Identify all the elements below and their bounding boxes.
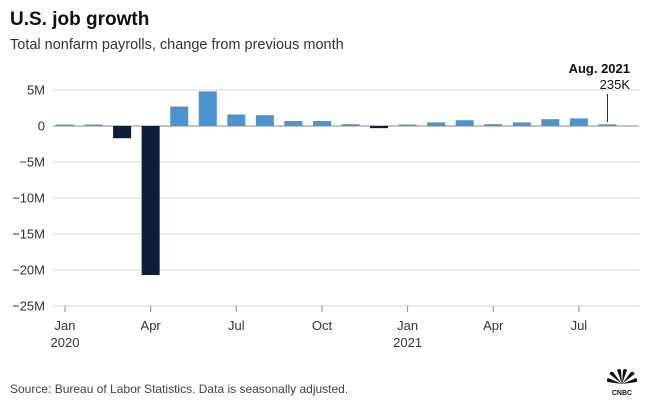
- bar: [312, 120, 331, 126]
- bar: [84, 124, 103, 126]
- x-tick-label: Oct: [312, 318, 333, 333]
- x-tick-year-label: 2021: [393, 335, 422, 350]
- x-tick-label: Jan: [55, 318, 76, 333]
- bar: [141, 126, 160, 276]
- bar: [398, 124, 417, 126]
- bar: [512, 122, 531, 126]
- bar: [227, 114, 246, 126]
- source-note: Source: Bureau of Labor Statistics. Data…: [10, 382, 349, 396]
- chart-title: U.S. job growth: [10, 9, 150, 30]
- bar: [455, 120, 474, 126]
- bar-chart: 5M 0 −5M −10M −15M −20M −25M Jan 2020 Apr Jul Oct Ja…: [12, 61, 639, 350]
- y-tick-label: −25M: [12, 299, 45, 314]
- x-tick-label: Jul: [228, 318, 245, 333]
- bar: [198, 91, 217, 126]
- y-tick-label: −5M: [19, 155, 45, 170]
- y-tick-label: −20M: [12, 263, 45, 278]
- bar: [484, 124, 503, 126]
- x-tick-label: Apr: [483, 318, 504, 333]
- chart-subtitle: Total nonfarm payrolls, change from prev…: [10, 37, 344, 53]
- bar: [284, 120, 303, 126]
- annotation-label: Aug. 2021: [569, 61, 630, 76]
- y-tick-label: −10M: [12, 191, 45, 206]
- y-tick-label: −15M: [12, 227, 45, 242]
- bar: [541, 119, 560, 126]
- bar: [569, 118, 588, 126]
- y-tick-label: 0: [38, 119, 45, 134]
- y-tick-label: 5M: [27, 83, 45, 98]
- svg-text:CNBC: CNBC: [612, 390, 632, 397]
- bar: [113, 126, 132, 139]
- bar: [598, 124, 617, 126]
- bar: [255, 115, 274, 126]
- x-tick-year-label: 2020: [51, 335, 80, 350]
- cnbc-logo: CNBC: [606, 369, 638, 397]
- bar: [170, 106, 189, 126]
- bar: [370, 126, 389, 129]
- x-tick-label: Apr: [141, 318, 162, 333]
- bar: [427, 122, 446, 126]
- x-tick-label: Jul: [571, 318, 588, 333]
- bar: [56, 124, 74, 126]
- annotation-value: 235K: [600, 77, 631, 92]
- x-tick-label: Jan: [397, 318, 418, 333]
- bar: [341, 124, 360, 126]
